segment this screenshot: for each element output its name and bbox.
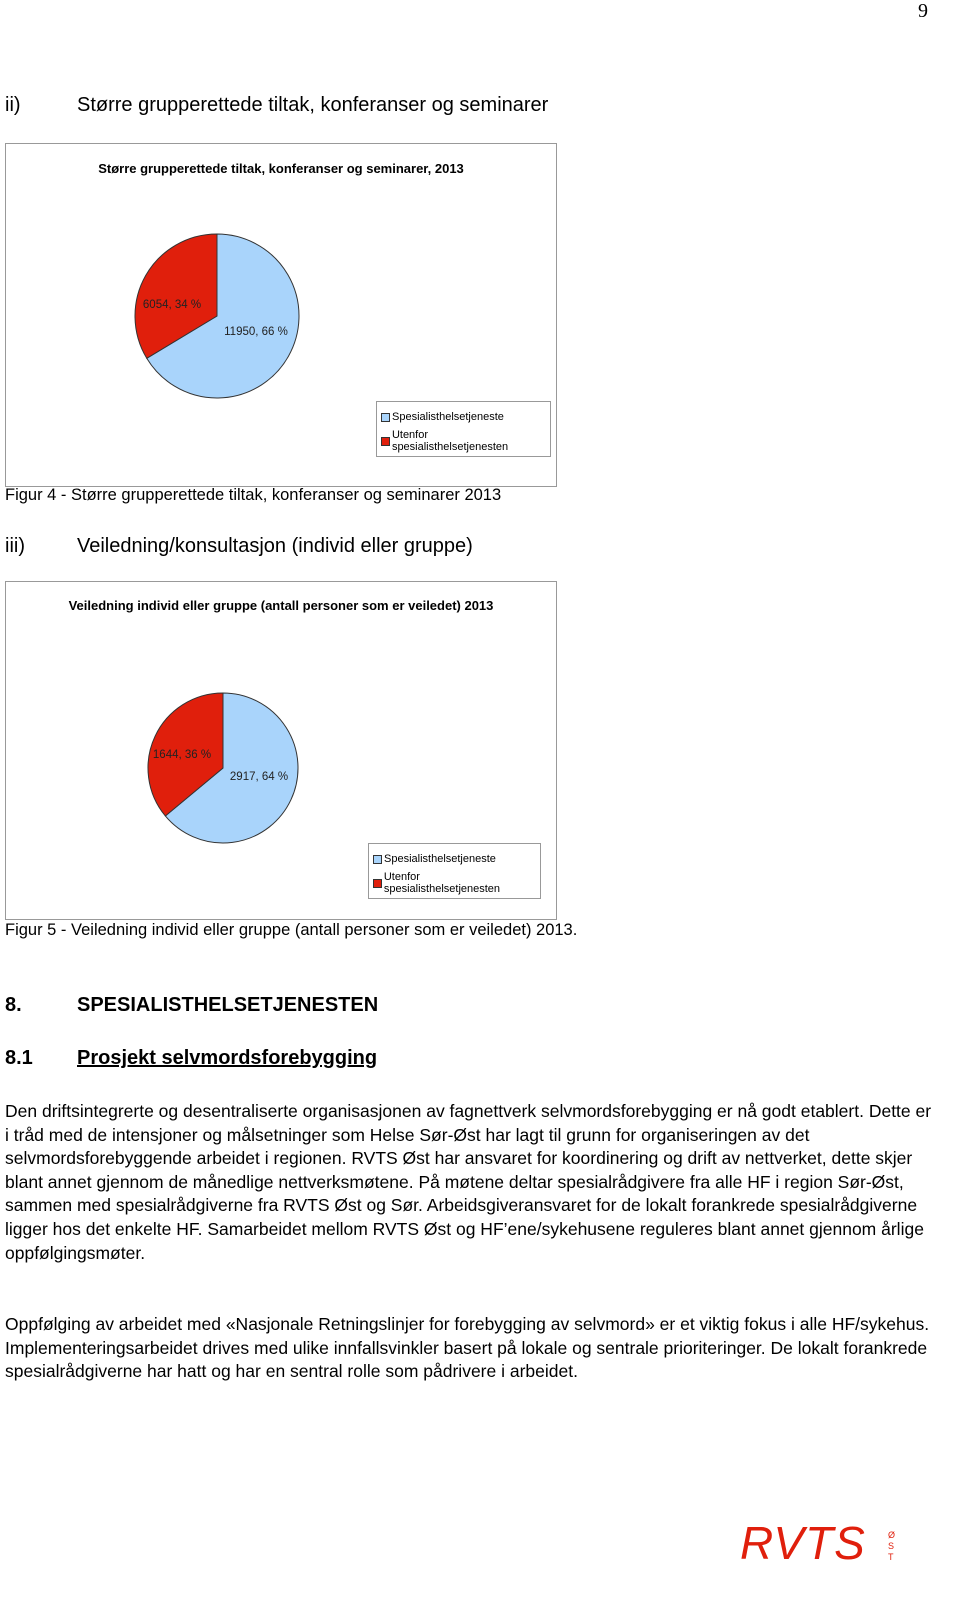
legend-swatch [381,412,390,422]
chart-box: Veiledning individ eller gruppe (antall … [5,581,557,920]
legend-entry: Utenfor spesialisthelsetjenesten [373,871,536,895]
legend-label: Spesialisthelsetjeneste [392,411,504,423]
legend-entry: Spesialisthelsetjeneste [381,405,546,429]
chart-title: Veiledning individ eller gruppe (antall … [68,598,494,613]
legend-label: Utenfor spesialisthelsetjenesten [383,871,501,895]
chart-title: Større grupperettede tiltak, konferanser… [98,161,464,176]
legend-label: Utenfor spesialisthelsetjenesten [391,429,509,453]
pie-slice [134,233,218,359]
logo-sub: ØST [888,1530,896,1562]
pie-slice [146,233,300,399]
legend-swatch [381,436,390,446]
legend-label: Spesialisthelsetjeneste [384,853,496,865]
chapter-heading: SPESIALISTHELSETJENESTEN [77,994,379,1016]
legend-entry: Spesialisthelsetjeneste [373,847,536,871]
data-label: 2917, 64 % [230,771,288,783]
subchapter-number: 8.1 [5,1047,33,1069]
data-label: 6054, 34 % [143,299,201,311]
pie-slice [164,692,299,844]
pie: 2917, 64 % 1644, 36 % [147,692,299,844]
chapter-number: 8. [5,994,22,1016]
figure-caption: Figur 5 - Veiledning individ eller grupp… [5,921,578,939]
page-number: 9 [918,0,928,22]
legend: Spesialisthelsetjeneste Utenfor spesialis… [376,401,551,457]
data-label: 1644, 36 % [153,749,211,761]
section-number: iii) [5,535,25,557]
legend-swatch [373,854,382,864]
legend-swatch [373,878,382,888]
section-heading: Veiledning/konsultasjon (individ eller g… [77,535,473,557]
data-label: 11950, 66 % [224,326,288,338]
chart-box: Større grupperettede tiltak, konferanser… [5,143,557,487]
pie-slice [147,692,224,817]
paragraph: Oppfølging av arbeidet med «Nasjonale Re… [5,1314,930,1382]
section-heading: Større grupperettede tiltak, konferanser… [77,94,549,116]
subchapter-heading: Prosjekt selvmordsforebygging [77,1047,378,1069]
figure-caption: Figur 4 - Større grupperettede tiltak, k… [5,486,502,504]
logo-text: RVTS [740,1517,866,1569]
paragraph: Den driftsintegrerte og desentraliserte … [5,1101,932,1263]
legend: Spesialisthelsetjeneste Utenfor spesialis… [368,843,541,899]
pie: 11950, 66 % 6054, 34 % [134,233,300,399]
section-number: ii) [5,94,21,116]
legend-entry: Utenfor spesialisthelsetjenesten [381,429,546,453]
